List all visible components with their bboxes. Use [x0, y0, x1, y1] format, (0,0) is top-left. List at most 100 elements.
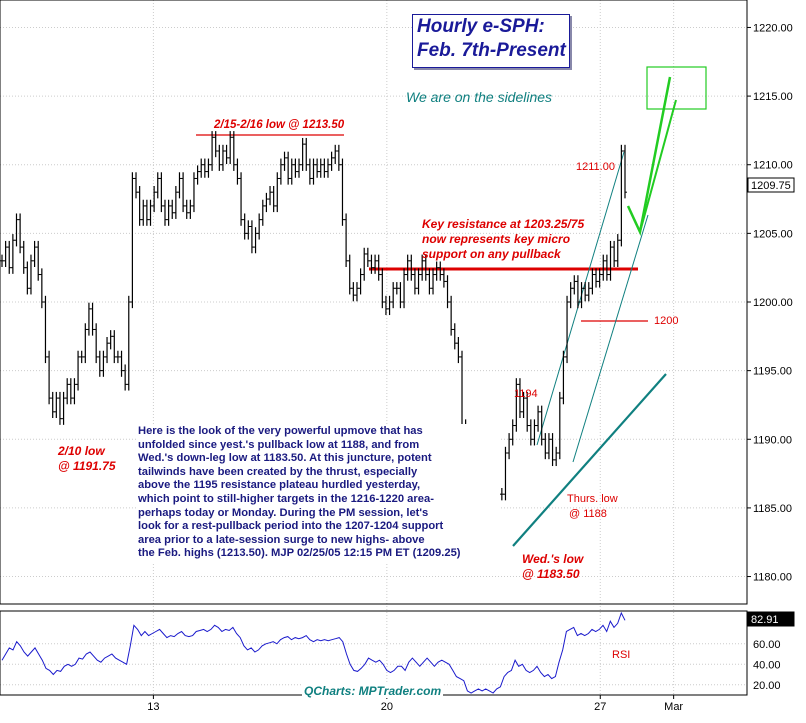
price-tick-label: 1185.00	[753, 503, 792, 515]
price-bar	[155, 172, 160, 199]
price-bar	[550, 433, 555, 467]
price-bar	[97, 350, 102, 377]
commentary-line: area prior to a late-session surge to ne…	[138, 533, 425, 546]
price-bar	[57, 391, 62, 425]
channel-upper-line	[536, 151, 625, 446]
rsi-gridlines	[0, 643, 747, 686]
price-bar	[249, 220, 254, 254]
rsi-tick-label: 20.00	[753, 680, 781, 692]
price-bar	[333, 144, 338, 165]
price-bar	[152, 186, 157, 213]
price-tick-label: 1195.00	[753, 366, 792, 378]
price-bar	[108, 330, 113, 350]
price-bar	[307, 158, 312, 185]
price-bar	[427, 268, 432, 295]
price-bar	[228, 131, 233, 165]
price-bar	[325, 158, 330, 178]
price-bar	[510, 419, 515, 446]
price-bar	[166, 199, 171, 226]
projection-arrow	[626, 76, 672, 237]
price-bar	[76, 350, 81, 391]
price-bar	[119, 350, 124, 377]
annotation-key-resistance-line3: support on any pullback	[422, 247, 562, 261]
price-bar	[351, 282, 356, 302]
price-bar	[112, 330, 117, 364]
price-bar	[434, 261, 439, 281]
price-bar	[546, 433, 551, 460]
price-bar	[260, 199, 265, 226]
annotation-weds-low-line2: @ 1183.50	[522, 567, 580, 581]
chart-title-line2: Feb. 7th-Present	[417, 40, 566, 61]
chart-title-box: Hourly e-SPH: Feb. 7th-Present	[412, 14, 570, 68]
price-bar	[36, 240, 41, 281]
price-bar	[362, 247, 367, 281]
price-bar	[144, 199, 149, 226]
price-tick-label: 1200.00	[753, 297, 793, 309]
price-bar	[137, 186, 142, 226]
price-bar	[0, 254, 4, 267]
price-bar	[557, 391, 562, 460]
rsi-tick-label: 40.00	[753, 659, 781, 671]
price-bar	[123, 364, 128, 391]
price-bar	[293, 158, 298, 178]
commentary-line: look for a rest-pullback period into the…	[138, 520, 444, 533]
price-bar	[391, 282, 396, 309]
price-axis-labels: 1180.00 1185.00 1190.00 1195.00 1200.00 1205.…	[747, 22, 793, 584]
price-bar	[398, 282, 403, 309]
price-bar	[141, 199, 146, 226]
price-bar	[65, 378, 70, 405]
price-bar	[7, 240, 12, 274]
price-bar	[579, 282, 584, 309]
last-rsi-tag: 82.91	[751, 614, 779, 626]
rsi-axis-labels: 20.00 40.00 60.00	[753, 639, 781, 692]
price-bar	[148, 199, 153, 226]
annotation-level-1194: 1194	[514, 388, 538, 400]
price-bar	[115, 350, 120, 364]
price-bar	[543, 433, 548, 460]
annotation-2-10-low-line1: 2/10 low	[57, 444, 105, 458]
price-bar	[253, 227, 258, 254]
price-bar	[289, 158, 294, 185]
price-bar	[394, 282, 399, 295]
price-bar	[499, 488, 504, 501]
price-bar	[271, 186, 276, 213]
price-bar	[445, 275, 450, 309]
date-axis-labels: 13 20 27 Mar	[147, 695, 683, 713]
price-tick-label: 1210.00	[753, 160, 793, 172]
price-bar	[565, 295, 570, 364]
price-bar	[173, 186, 178, 219]
annotation-thurs-low-line2: @ 1188	[569, 508, 607, 520]
price-tick-label: 1220.00	[753, 22, 793, 34]
commentary-line: Wed.'s down-leg low at 1183.50. At this …	[138, 452, 432, 465]
price-bar	[623, 144, 627, 199]
price-bar	[239, 172, 244, 226]
price-bar	[561, 350, 566, 405]
price-bar	[347, 254, 352, 295]
price-bar	[449, 295, 454, 336]
price-bar	[528, 419, 533, 446]
uptrend-support-line	[512, 373, 667, 547]
price-bar	[282, 151, 287, 171]
commentary-line: above the 1195 resistance plateau hurdle…	[138, 479, 421, 492]
annotation-level-1200: 1200	[654, 315, 678, 327]
price-bar	[597, 268, 602, 288]
price-bar	[50, 391, 55, 418]
price-bar	[86, 302, 91, 336]
price-bar	[257, 213, 262, 240]
price-bar	[28, 254, 33, 295]
price-bar	[514, 378, 519, 432]
price-bar	[532, 419, 537, 446]
price-bar	[21, 240, 26, 274]
price-bar	[278, 158, 283, 185]
price-bar	[202, 158, 207, 178]
annotation-key-resistance-line1: Key resistance at 1203.25/75	[422, 217, 584, 231]
price-bar	[536, 405, 541, 432]
price-bar	[72, 378, 77, 405]
price-bar	[10, 234, 15, 274]
price-bar	[412, 268, 417, 295]
commentary-line: unfolded since yest.'s pullback low at 1…	[138, 438, 420, 451]
projection-arrow-second	[639, 99, 677, 233]
annotation-2-10-low-line2: @ 1191.75	[58, 459, 116, 473]
price-bar	[94, 323, 99, 364]
price-bar	[311, 158, 316, 185]
